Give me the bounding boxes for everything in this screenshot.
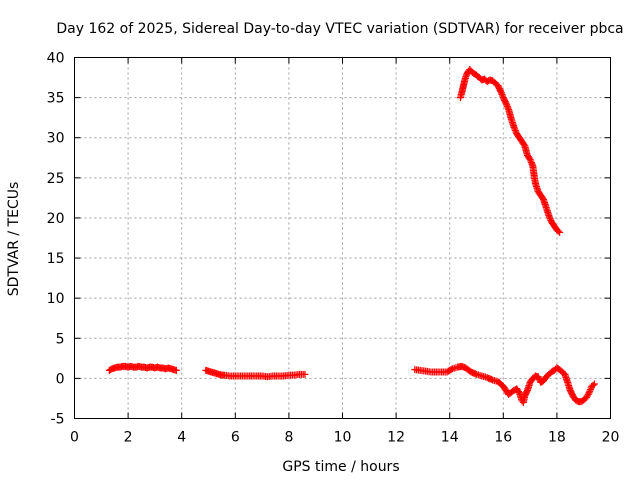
data-point: [503, 102, 511, 110]
grid: [74, 57, 611, 419]
x-tick-label: 4: [177, 430, 186, 446]
data-point: [504, 104, 512, 112]
data-point: [497, 89, 505, 97]
data-point: [502, 99, 510, 107]
data-point: [511, 127, 519, 135]
x-tick-label: 10: [334, 430, 352, 446]
series-segment-3: [411, 362, 598, 406]
data-point: [301, 370, 309, 378]
data-point: [497, 87, 505, 95]
data-point: [556, 228, 564, 236]
data-point: [511, 125, 519, 133]
tick-labels: 0 2 4 6 8 10 12 14 16 18 20 -5 0 5 10 15 20 25 30 35 40: [47, 51, 620, 446]
x-tick-label: 18: [548, 430, 566, 446]
data-point: [545, 212, 553, 220]
chart-title: Day 162 of 2025, Sidereal Day-to-day VTE…: [56, 21, 623, 37]
y-tick-label: 10: [47, 291, 65, 307]
y-tick-label: 30: [47, 131, 65, 147]
data-point: [554, 227, 562, 235]
data-point: [585, 389, 593, 397]
data-point: [527, 157, 535, 165]
data-point: [523, 388, 531, 396]
y-tick-label: 35: [47, 91, 65, 107]
data-point: [528, 160, 536, 168]
data-point: [586, 386, 594, 394]
data-point: [589, 381, 597, 389]
data-point: [510, 123, 518, 131]
y-tick-label: 5: [56, 331, 65, 347]
data-point: [526, 155, 534, 163]
data-point: [546, 213, 554, 221]
data-point: [499, 92, 507, 100]
x-tick-label: 12: [387, 430, 405, 446]
x-tick-label: 2: [124, 430, 133, 446]
data-point: [546, 215, 554, 223]
y-tick-label: 25: [47, 171, 65, 187]
plot-frame: [74, 57, 611, 419]
y-tick-label: 20: [47, 211, 65, 227]
data-series: [105, 66, 598, 406]
data-point: [172, 366, 180, 374]
data-point: [462, 73, 470, 81]
x-tick-label: 0: [70, 430, 79, 446]
data-point: [584, 390, 592, 398]
series-segment-1: [105, 362, 180, 374]
data-point: [501, 98, 509, 106]
x-tick-label: 20: [602, 430, 620, 446]
data-point: [590, 380, 598, 388]
y-tick-label: -5: [51, 412, 65, 428]
x-axis-label: GPS time / hours: [282, 459, 399, 475]
x-tick-label: 6: [231, 430, 240, 446]
data-point: [527, 159, 535, 167]
x-tick-label: 14: [441, 430, 459, 446]
series-segment-2: [202, 366, 309, 381]
x-tick-label: 8: [284, 430, 293, 446]
data-point: [503, 101, 511, 109]
x-tick-label: 16: [494, 430, 512, 446]
data-point: [498, 90, 506, 98]
data-point: [447, 366, 455, 374]
data-point: [496, 86, 504, 94]
series-segment-4: [456, 66, 564, 236]
data-point: [586, 387, 594, 395]
y-tick-label: 0: [56, 371, 65, 387]
y-tick-label: 15: [47, 251, 65, 267]
y-tick-label: 40: [47, 51, 65, 67]
y-axis-label: SDTVAR / TECUs: [6, 182, 22, 297]
